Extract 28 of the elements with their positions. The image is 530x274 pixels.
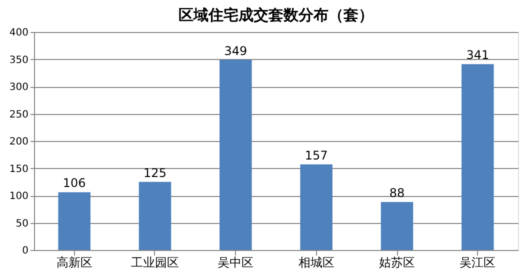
x-tick-label: 工业园区 (131, 256, 179, 270)
x-tick-label: 吴江区 (460, 256, 496, 270)
y-tick-label: 400 (9, 28, 28, 38)
x-tick-label: 高新区 (56, 256, 92, 270)
y-tick-label: 300 (9, 82, 28, 93)
bar (138, 182, 172, 250)
chart-title: 区域住宅成交套数分布（套） (178, 6, 374, 24)
data-label: 349 (224, 44, 248, 58)
y-tick-label: 250 (9, 109, 28, 120)
x-tick-label: 姑苏区 (379, 256, 415, 270)
y-tick-label: 0 (22, 246, 28, 256)
data-label: 125 (144, 166, 166, 180)
data-label: 106 (62, 176, 86, 190)
bar (462, 64, 494, 250)
y-tick-label: 200 (9, 136, 28, 148)
x-tick-label: 相城区 (298, 256, 334, 270)
data-label: 157 (304, 148, 328, 162)
bar (380, 202, 414, 250)
data-label: 341 (466, 48, 490, 62)
y-tick-label: 100 (9, 191, 28, 202)
y-tick-label: 50 (16, 218, 28, 230)
y-tick-label: 350 (9, 54, 28, 66)
bar (220, 60, 252, 250)
bar (300, 164, 332, 250)
data-label: 88 (389, 186, 405, 200)
x-tick-label: 吴中区 (218, 256, 254, 270)
bar (58, 192, 90, 250)
y-tick-label: 150 (9, 164, 28, 175)
